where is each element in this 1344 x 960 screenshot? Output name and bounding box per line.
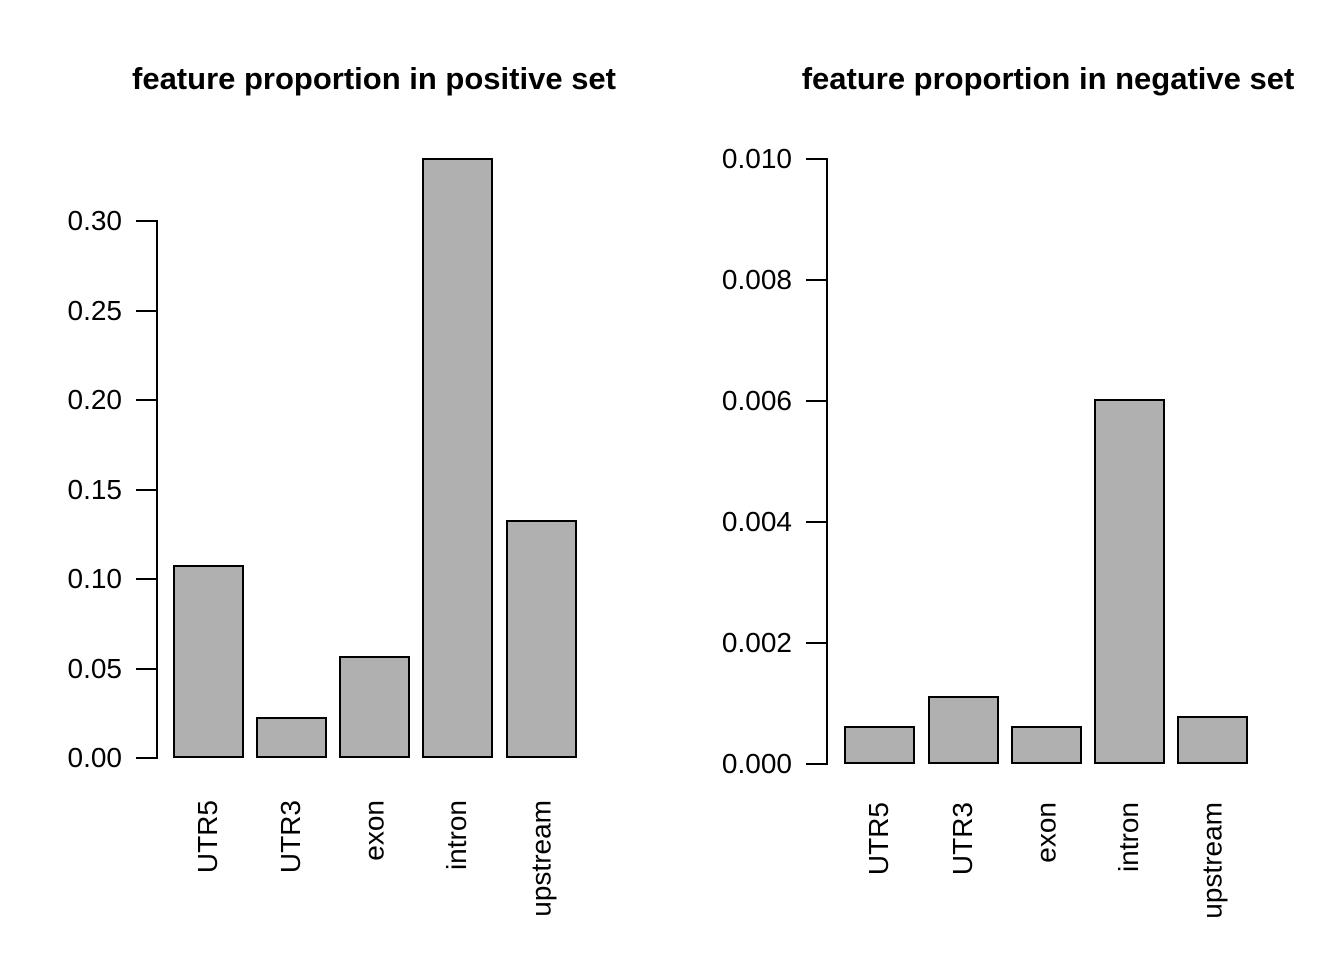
y-tick: [136, 488, 157, 491]
y-tick: [136, 667, 157, 670]
y-tick: [806, 521, 827, 523]
x-label-intron: intron: [441, 800, 473, 871]
bar-upstream: [506, 520, 577, 758]
y-tick-label: 0.000: [721, 748, 792, 779]
x-label-UTR3: UTR3: [275, 800, 307, 874]
chart-title-positive-set: feature proportion in positive set: [132, 61, 616, 96]
x-label-UTR5: UTR5: [192, 800, 224, 874]
y-tick: [806, 400, 827, 402]
bar-intron: [1094, 399, 1165, 764]
bar-UTR5: [173, 565, 244, 758]
y-tick-label: 0.010: [721, 143, 792, 174]
y-tick-label: 0.25: [67, 294, 123, 326]
bar-exon: [339, 656, 410, 758]
y-tick: [806, 279, 827, 281]
y-tick-label: 0.15: [67, 473, 123, 505]
y-tick: [136, 399, 157, 401]
y-tick: [136, 578, 157, 580]
y-tick-label: 0.004: [721, 506, 792, 537]
bar-upstream: [1177, 716, 1248, 764]
y-tick-label: 0.006: [721, 385, 792, 416]
y-tick: [806, 763, 827, 765]
y-tick-label: 0.00: [67, 742, 123, 773]
y-tick-label: 0.05: [67, 652, 123, 684]
x-label-UTR5: UTR5: [863, 802, 895, 876]
y-tick-label: 0.008: [721, 264, 792, 295]
x-label-upstream: upstream: [1196, 802, 1228, 919]
bar-intron: [422, 158, 493, 758]
x-label-upstream: upstream: [525, 800, 557, 917]
x-label-exon: exon: [1030, 802, 1062, 863]
y-tick: [136, 220, 157, 222]
y-tick: [136, 757, 157, 759]
y-tick: [806, 642, 827, 644]
x-label-exon: exon: [358, 800, 390, 861]
chart-title-negative-set: feature proportion in negative set: [801, 61, 1295, 96]
bar-exon: [1011, 726, 1082, 764]
y-tick-label: 0.20: [67, 384, 123, 415]
bar-UTR5: [844, 726, 915, 764]
bar-UTR3: [928, 696, 999, 764]
y-tick: [806, 158, 827, 160]
y-tick-label: 0.30: [67, 205, 123, 236]
y-axis-line: [156, 220, 158, 759]
y-tick-label: 0.10: [67, 563, 123, 594]
x-label-UTR3: UTR3: [947, 802, 979, 876]
y-axis-line: [826, 158, 828, 765]
y-tick-label: 0.002: [721, 627, 792, 658]
y-tick: [136, 309, 157, 312]
x-label-intron: intron: [1113, 802, 1145, 873]
bar-UTR3: [256, 717, 327, 758]
